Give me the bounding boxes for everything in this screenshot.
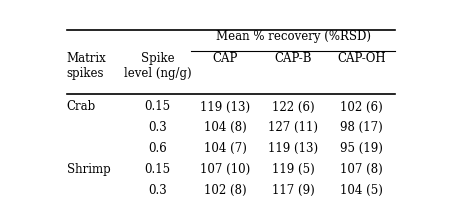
Text: CAP: CAP bbox=[213, 52, 238, 65]
Text: 0.15: 0.15 bbox=[145, 100, 171, 114]
Text: Mean % recovery (%RSD): Mean % recovery (%RSD) bbox=[216, 31, 371, 43]
Text: 104 (5): 104 (5) bbox=[340, 184, 383, 197]
Text: 0.15: 0.15 bbox=[145, 163, 171, 177]
Text: Spike
level (ng/g): Spike level (ng/g) bbox=[124, 52, 191, 80]
Text: 102 (6): 102 (6) bbox=[340, 100, 383, 114]
Text: CAP-OH: CAP-OH bbox=[337, 52, 386, 65]
Text: 127 (11): 127 (11) bbox=[268, 121, 319, 135]
Text: 107 (8): 107 (8) bbox=[340, 163, 383, 177]
Text: 119 (5): 119 (5) bbox=[272, 163, 315, 177]
Text: 104 (8): 104 (8) bbox=[204, 121, 247, 135]
Text: Crab: Crab bbox=[66, 100, 96, 114]
Text: CAP-B: CAP-B bbox=[275, 52, 312, 65]
Text: Shrimp: Shrimp bbox=[66, 163, 110, 177]
Text: 102 (8): 102 (8) bbox=[204, 184, 247, 197]
Text: 117 (9): 117 (9) bbox=[272, 184, 315, 197]
Text: 98 (17): 98 (17) bbox=[340, 121, 383, 135]
Text: 0.3: 0.3 bbox=[148, 121, 167, 135]
Text: 119 (13): 119 (13) bbox=[201, 100, 251, 114]
Text: 122 (6): 122 (6) bbox=[272, 100, 315, 114]
Text: 107 (10): 107 (10) bbox=[201, 163, 251, 177]
Text: 0.3: 0.3 bbox=[148, 184, 167, 197]
Text: 119 (13): 119 (13) bbox=[268, 142, 319, 156]
Text: Matrix
spikes: Matrix spikes bbox=[66, 52, 106, 80]
Text: 104 (7): 104 (7) bbox=[204, 142, 247, 156]
Text: 95 (19): 95 (19) bbox=[340, 142, 383, 156]
Text: 0.6: 0.6 bbox=[148, 142, 167, 156]
